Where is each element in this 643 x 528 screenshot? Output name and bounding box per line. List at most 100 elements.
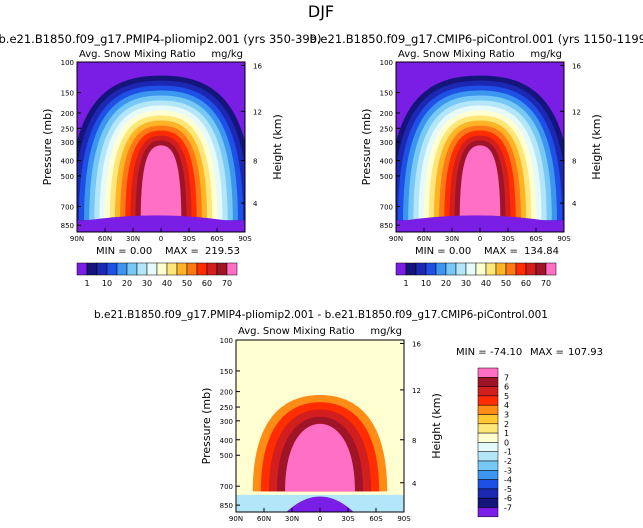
panel-3-min-value: -74.10 xyxy=(490,347,522,358)
x-tick-label: 60S xyxy=(210,235,224,243)
panel-2-title: b.e21.B1850.f09_g17.CMIP6-piControl.001 … xyxy=(309,32,643,46)
height-tick-label: 16 xyxy=(412,340,421,348)
colorbar-swatch xyxy=(136,262,148,276)
panel-2-subtitle-left: Avg. Snow Mixing Ratio xyxy=(398,49,515,60)
surface-mask xyxy=(77,215,245,232)
diff-colorbar-label: -4 xyxy=(504,476,512,485)
colorbar-swatch xyxy=(505,262,517,276)
diff-colorbar-label: 5 xyxy=(504,392,509,401)
diff-colorbar-label: 6 xyxy=(504,383,509,392)
y-tick-label: 200 xyxy=(220,389,233,397)
panel-3-plot xyxy=(236,340,404,512)
panel-1-min-label: MIN = xyxy=(96,246,127,257)
panel-2-minmax: MIN = 0.00 MAX = 134.84 xyxy=(415,246,559,257)
panel-3-min-label: MIN = xyxy=(456,347,487,358)
x-tick-label: 30N xyxy=(285,515,299,523)
y-tick-label: 300 xyxy=(220,418,233,426)
diff-colorbar-swatch xyxy=(477,386,499,397)
x-tick-label: 0 xyxy=(159,235,163,243)
height-tick-label: 4 xyxy=(572,200,577,208)
panel-1-ylabel-right: Height (km) xyxy=(271,114,284,180)
y-tick-label: 150 xyxy=(220,368,233,376)
surface-mask xyxy=(396,215,564,232)
colorbar-label: 50 xyxy=(501,279,511,288)
y-tick-label: 700 xyxy=(61,204,74,212)
diff-colorbar-swatch xyxy=(477,367,499,378)
colorbar-swatch xyxy=(425,262,437,276)
height-tick-label: 12 xyxy=(572,108,581,116)
y-tick-label: 400 xyxy=(220,437,233,445)
colorbar-swatch xyxy=(96,262,108,276)
y-tick-label: 250 xyxy=(220,404,233,412)
panel-3-max-value: 107.93 xyxy=(568,347,603,358)
colorbar-swatch xyxy=(545,262,557,276)
diff-colorbar-swatch xyxy=(477,442,499,452)
panel-3-ylabel-right: Height (km) xyxy=(430,393,443,459)
diff-colorbar-swatch xyxy=(477,451,499,462)
diff-colorbar-swatch xyxy=(477,395,499,406)
y-tick-label: 100 xyxy=(61,59,74,67)
panel-1-ylabel: Pressure (mb) xyxy=(41,109,54,186)
x-tick-label: 30S xyxy=(341,515,355,523)
y-tick-label: 500 xyxy=(61,173,74,181)
x-tick-label: 90N xyxy=(229,515,243,523)
panel-1-title: b.e21.B1850.f09_g17.PMIP4-pliomip2.001 (… xyxy=(0,32,322,46)
y-tick-label: 100 xyxy=(380,59,393,67)
y-tick-label: 300 xyxy=(380,139,393,147)
diff-colorbar-swatch xyxy=(477,404,499,415)
colorbar-label: 20 xyxy=(441,279,451,288)
diff-colorbar-swatch xyxy=(477,479,499,490)
diff-colorbar-label: 3 xyxy=(504,411,509,420)
colorbar-label: 40 xyxy=(481,279,491,288)
height-tick-label: 16 xyxy=(572,62,581,70)
colorbar-label: 60 xyxy=(202,279,212,288)
colorbar-swatch xyxy=(515,262,527,276)
panel-1-subtitle-right: mg/kg xyxy=(211,49,243,60)
colorbar-swatch xyxy=(475,262,487,276)
season-title: DJF xyxy=(308,2,334,21)
panel-2-max-value: 134.84 xyxy=(524,246,559,257)
panel-2-subtitle-right: mg/kg xyxy=(530,49,562,60)
panel-3-minmax: MIN = -74.10 MAX = 107.93 xyxy=(456,347,603,358)
panel-1-subtitle-left: Avg. Snow Mixing Ratio xyxy=(79,49,196,60)
x-tick-label: 60N xyxy=(417,235,431,243)
panel-3-max-label: MAX = xyxy=(530,347,564,358)
x-tick-label: 90N xyxy=(70,235,84,243)
x-tick-label: 90S xyxy=(238,235,252,243)
colorbar-label: 60 xyxy=(521,279,531,288)
panel-2-max-label: MAX = xyxy=(484,246,518,257)
colorbar-swatch xyxy=(216,262,228,276)
diff-colorbar-label: -7 xyxy=(504,504,512,513)
colorbar-swatch xyxy=(405,262,417,276)
colorbar-swatch xyxy=(465,262,477,276)
y-tick-label: 100 xyxy=(220,337,233,345)
contour-band xyxy=(459,145,501,221)
panel-3-ylabel: Pressure (mb) xyxy=(200,388,213,465)
panel-2-ylabel: Pressure (mb) xyxy=(360,109,373,186)
colorbar-swatch xyxy=(455,262,467,276)
y-tick-label: 400 xyxy=(380,158,393,166)
height-tick-label: 4 xyxy=(253,200,258,208)
height-tick-label: 8 xyxy=(253,158,257,166)
panel-1-plot xyxy=(77,62,245,232)
y-tick-label: 700 xyxy=(380,204,393,212)
diff-colorbar-label: 1 xyxy=(504,429,509,438)
y-tick-label: 150 xyxy=(61,90,74,98)
colorbar-swatch xyxy=(146,262,158,276)
diff-colorbar-label: -2 xyxy=(504,457,512,466)
colorbar-swatch xyxy=(186,262,198,276)
colorbar-label: 30 xyxy=(461,279,471,288)
y-tick-label: 400 xyxy=(61,158,74,166)
x-tick-label: 90S xyxy=(397,515,411,523)
diff-colorbar-swatch xyxy=(477,377,499,387)
colorbar-swatch xyxy=(76,262,88,276)
panel-3-title: b.e21.B1850.f09_g17.PMIP4-pliomip2.001 -… xyxy=(94,309,548,321)
panel-1-max-label: MAX = xyxy=(165,246,199,257)
colorbar-swatch xyxy=(435,262,447,276)
x-tick-label: 90N xyxy=(389,235,403,243)
colorbar-swatch xyxy=(156,262,168,276)
diff-colorbar-label: 7 xyxy=(504,373,509,382)
diff-colorbar-swatch xyxy=(477,507,499,518)
diff-colorbar-swatch xyxy=(477,414,499,425)
x-tick-label: 30N xyxy=(126,235,140,243)
